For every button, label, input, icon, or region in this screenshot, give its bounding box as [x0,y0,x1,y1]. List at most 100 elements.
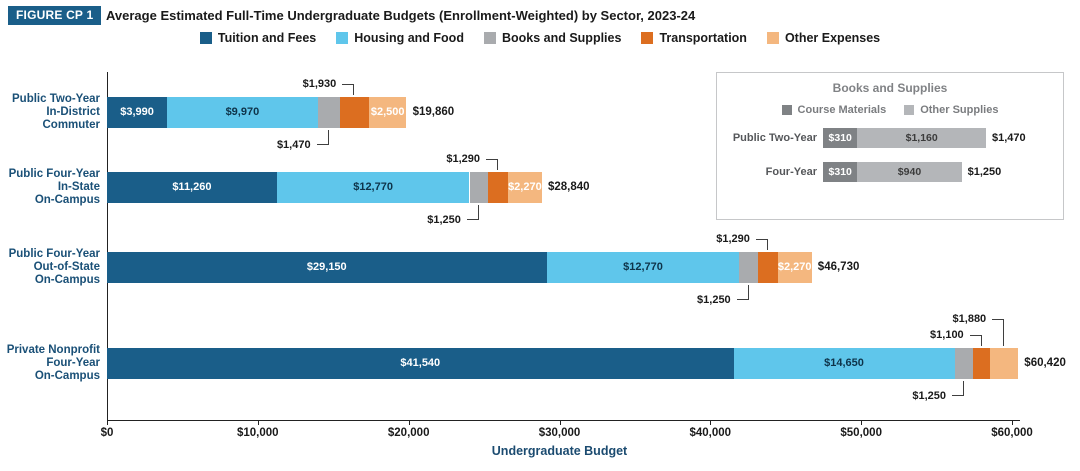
x-axis-title: Undergraduate Budget [491,444,628,458]
callout-connector [952,381,964,396]
bar-segment-other-expenses [507,172,542,203]
callout-label: $1,930 [302,78,337,90]
bar-segment-tuition-and-fees [107,348,734,379]
legend-item: Transportation [641,31,747,45]
segment-value-label: $12,770 [623,261,663,273]
legend-label: Books and Supplies [501,31,622,45]
category-label-line: Public Four-Year [8,168,100,180]
inset-title: Books and Supplies [832,81,948,95]
segment-value-label: $9,970 [225,106,260,118]
callout-label: $1,290 [446,153,480,165]
x-axis-tick-label: $40,000 [689,427,732,439]
bar-segment-transportation [339,97,369,128]
inset-bar-segment-course-materials [823,162,858,182]
category-label: Public Two-Year In-District Commuter [0,93,100,132]
x-axis-tick [710,420,712,425]
x-axis-tick [1012,420,1013,425]
bar-segment-tuition-and-fees [107,172,277,203]
inset-legend-item: Other Supplies [904,104,998,116]
figure-title: Average Estimated Full-Time Undergraduat… [106,8,696,23]
bar-segment-other-expenses [777,252,812,283]
category-label: Public Four-Year In-State On-Campus [0,168,100,207]
inset-segment-value-label: $940 [897,166,922,178]
course-materials-swatch [781,105,792,115]
bar-segment-other-expenses [368,97,407,128]
bar-segment-housing-and-food [276,172,470,203]
callout-connector [969,335,982,346]
inset-legend-label: Other Supplies [920,104,999,116]
bar-segment-books-and-supplies [739,252,759,283]
bar-segment-transportation [758,252,778,283]
callout-connector [342,84,355,95]
bar-segment-transportation [488,172,508,203]
legend-item: Tuition and Fees [199,31,317,45]
category-label-line: Four-Year [46,357,100,369]
bar-total-label: $28,840 [548,181,590,193]
inset-legend: Course Materials Other Supplies [717,104,1063,116]
bar-segment-books-and-supplies [317,97,340,128]
bar-segment-housing-and-food [733,348,955,379]
callout-label: $1,290 [716,233,750,245]
x-axis-line [107,420,1020,421]
inset-segment-value-label: $310 [828,166,852,178]
bar-segment-housing-and-food [546,252,740,283]
legend-label: Housing and Food [354,31,464,45]
bar-segment-books-and-supplies [469,172,489,203]
x-axis-tick-label: $60,000 [991,427,1033,439]
x-axis-tick-label: $50,000 [840,427,882,439]
category-label-line: Public Four-Year [8,248,100,260]
callout-label: $1,250 [912,390,946,402]
legend-label: Tuition and Fees [217,31,317,45]
category-label-line: Public Two-Year [12,93,100,105]
inset-segment-value-label: $1,160 [905,132,938,144]
legend-label: Transportation [659,31,747,45]
segment-value-label: $12,770 [353,181,393,193]
category-label-line: On-Campus [34,274,100,286]
bar-segment-housing-and-food [167,97,318,128]
category-label-line: Private Nonprofit [6,344,100,356]
bar-total-label: $19,860 [412,106,455,118]
inset-bar-segment-course-materials [823,128,858,148]
inset-bar-segment-other-supplies [857,128,986,148]
bar-total-label: $60,420 [1024,357,1066,369]
x-axis-tick [107,420,108,425]
bar-segment-tuition-and-fees [107,97,168,128]
callout-label: $1,100 [930,329,964,341]
bar-segment-other-expenses [990,348,1019,379]
y-axis-line [107,72,108,420]
callout-label: $1,250 [427,214,461,226]
bar-total-label: $46,730 [817,261,860,273]
callout-label: $1,250 [697,294,731,306]
callout-label: $1,470 [276,139,311,151]
x-axis-tick [257,420,259,425]
x-axis-tick [408,420,410,425]
x-axis-tick-label: $20,000 [387,427,430,439]
legend-item: Other Expenses [766,31,880,45]
segment-value-label: $2,500 [370,106,405,118]
category-label: Public Four-Year Out-of-State On-Campus [0,248,100,287]
callout-connector [736,285,749,300]
inset-category-label: Four-Year [765,166,817,178]
bar-segment-transportation [973,348,990,379]
segment-value-label: $11,260 [172,181,212,193]
legend: Tuition and Fees Housing and Food Books an… [0,31,1080,45]
category-label-line: Out-of-State [33,261,100,273]
inset-category-label: Public Two-Year [732,132,817,144]
x-axis-tick [861,420,863,425]
category-label-line: On-Campus [34,370,100,382]
inset-legend-item: Course Materials [781,104,886,116]
tuition-and-fees-swatch [199,32,212,44]
callout-connector [466,205,479,220]
callout-connector [755,239,768,250]
housing-and-food-swatch [336,32,349,44]
figure-badge: FIGURE CP 1 [8,6,102,25]
other-expenses-swatch [766,32,779,44]
category-label-line: In-District [46,106,100,118]
category-label-line: On-Campus [34,194,100,206]
legend-item: Housing and Food [336,31,464,45]
other-supplies-swatch [904,105,915,115]
category-label: Private Nonprofit Four-Year On-Campus [0,344,100,383]
callout-connector [486,159,498,170]
x-axis-tick-label: $0 [100,427,114,439]
segment-value-label: $3,990 [120,106,154,118]
